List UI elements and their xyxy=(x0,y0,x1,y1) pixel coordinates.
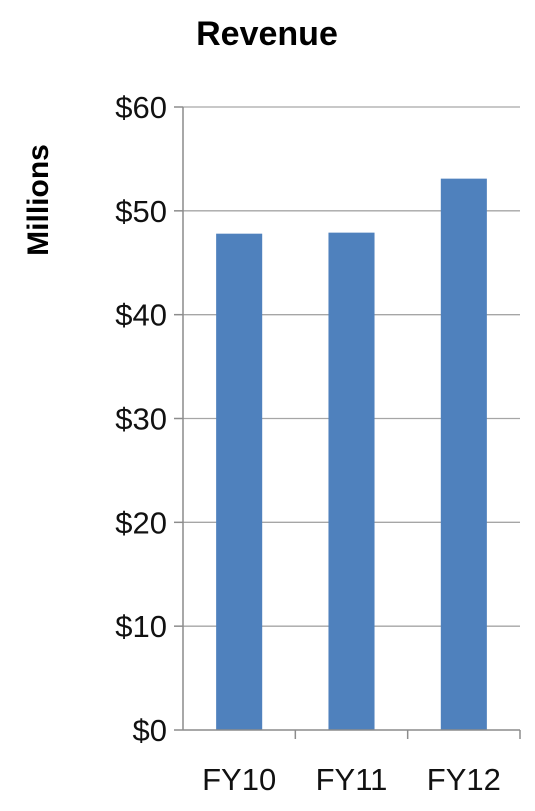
y-tick-label: $50 xyxy=(115,194,167,229)
x-tick-label: FY12 xyxy=(427,762,501,797)
y-axis-label: Millions xyxy=(22,144,55,256)
bar-series xyxy=(216,178,487,730)
y-tick-label: $30 xyxy=(115,402,167,437)
chart-title: Revenue xyxy=(196,15,338,53)
y-tick-label: $0 xyxy=(133,713,167,748)
bar-fy10 xyxy=(216,233,263,730)
y-tick-label: $60 xyxy=(115,90,167,125)
y-tick-label: $40 xyxy=(115,298,167,333)
bar-fy12 xyxy=(440,178,487,730)
y-tick-label: $20 xyxy=(115,505,167,540)
y-tick-labels: $0 $10 $20 $30 $40 $50 $60 xyxy=(115,90,167,748)
bar-fy11 xyxy=(328,232,375,730)
x-tick-label: FY11 xyxy=(316,762,388,797)
x-tick-label: FY10 xyxy=(202,762,276,797)
y-tick-label: $10 xyxy=(115,609,167,644)
axes xyxy=(182,107,521,739)
x-tick-labels: FY10 FY11 FY12 xyxy=(202,762,501,797)
